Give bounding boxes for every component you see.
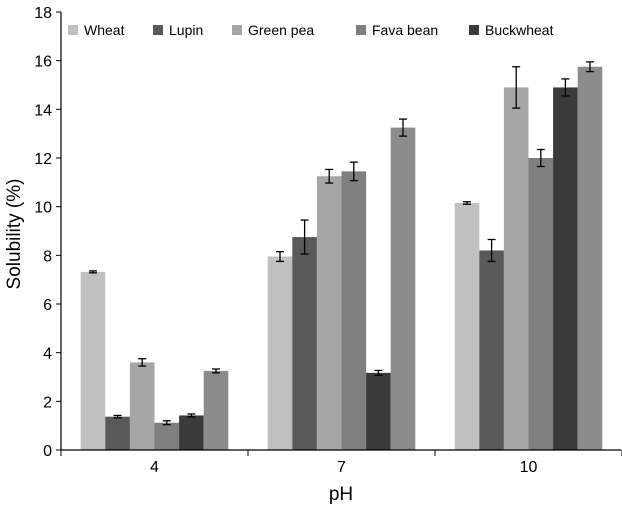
x-tick-label: 4 (150, 459, 159, 476)
legend-swatch (232, 25, 242, 35)
bar (80, 271, 106, 450)
error-bar (300, 219, 309, 255)
error-bar (487, 238, 496, 263)
axes (60, 12, 621, 451)
bar (366, 372, 391, 450)
legend-label: Green pea (248, 22, 314, 38)
legend-label: Buckwheat (485, 22, 554, 38)
y-axis-title: Solubility (%) (4, 179, 25, 290)
error-bar (536, 148, 545, 168)
error-bar (586, 61, 594, 73)
bar (577, 66, 603, 450)
error-bar (187, 413, 196, 418)
bar (341, 171, 367, 450)
legend-item: Green pea (232, 22, 314, 38)
legend-swatch (356, 25, 366, 35)
error-bar (463, 201, 471, 205)
error-bar (325, 168, 334, 184)
y-tick-label: 0 (43, 443, 52, 460)
error-bar (399, 118, 407, 137)
bar (129, 362, 155, 450)
legend-item: Lupin (153, 22, 203, 38)
legend-label: Fava bean (372, 22, 438, 38)
bar (154, 422, 180, 450)
legend-label: Lupin (169, 22, 203, 38)
bar (553, 87, 578, 450)
y-tick-label: 8 (43, 248, 52, 265)
legend-swatch (153, 25, 163, 35)
y-tick-label: 4 (43, 346, 52, 363)
error-bar (162, 420, 171, 426)
error-bars (89, 61, 594, 426)
error-bar (89, 270, 97, 274)
legend-item: Fava bean (356, 22, 438, 38)
y-tick-label: 18 (34, 5, 52, 22)
legend-item: Buckwheat (469, 22, 554, 38)
bars (80, 66, 603, 450)
legend-item: Wheat (68, 22, 125, 38)
y-tick-label: 2 (43, 394, 52, 411)
bar (479, 250, 504, 450)
error-bar (374, 369, 383, 376)
bar (503, 87, 529, 450)
x-axis-title: pH (329, 484, 353, 505)
legend-swatch (469, 25, 479, 35)
y-tick-label: 14 (34, 102, 52, 119)
bar (267, 256, 293, 450)
bar (179, 415, 204, 450)
bar (454, 203, 480, 450)
error-bar (276, 251, 284, 263)
bar (390, 127, 416, 450)
error-bar (138, 358, 147, 367)
error-bar (512, 66, 521, 109)
x-axis-ticks: 4 7 10 (60, 450, 622, 476)
y-axis-ticks: 0 2 4 6 8 10 12 14 16 18 (34, 5, 61, 460)
x-tick-label: 7 (337, 459, 346, 476)
y-tick-label: 16 (34, 54, 52, 71)
x-tick-label: 10 (520, 459, 538, 476)
bar (528, 158, 554, 450)
error-bar (561, 78, 570, 97)
bar (292, 237, 317, 450)
legend-swatch (68, 25, 78, 35)
error-bar (349, 161, 358, 182)
y-tick-label: 12 (34, 151, 52, 168)
error-bar (113, 414, 122, 419)
legend: Wheat Lupin Green pea Fava bean Buckwheat (68, 22, 554, 38)
y-tick-label: 6 (43, 297, 52, 314)
error-bar (212, 368, 220, 374)
legend-label: Wheat (84, 22, 125, 38)
y-tick-label: 10 (34, 200, 52, 217)
bar (105, 416, 130, 450)
bar (203, 370, 229, 450)
bar (316, 176, 342, 450)
